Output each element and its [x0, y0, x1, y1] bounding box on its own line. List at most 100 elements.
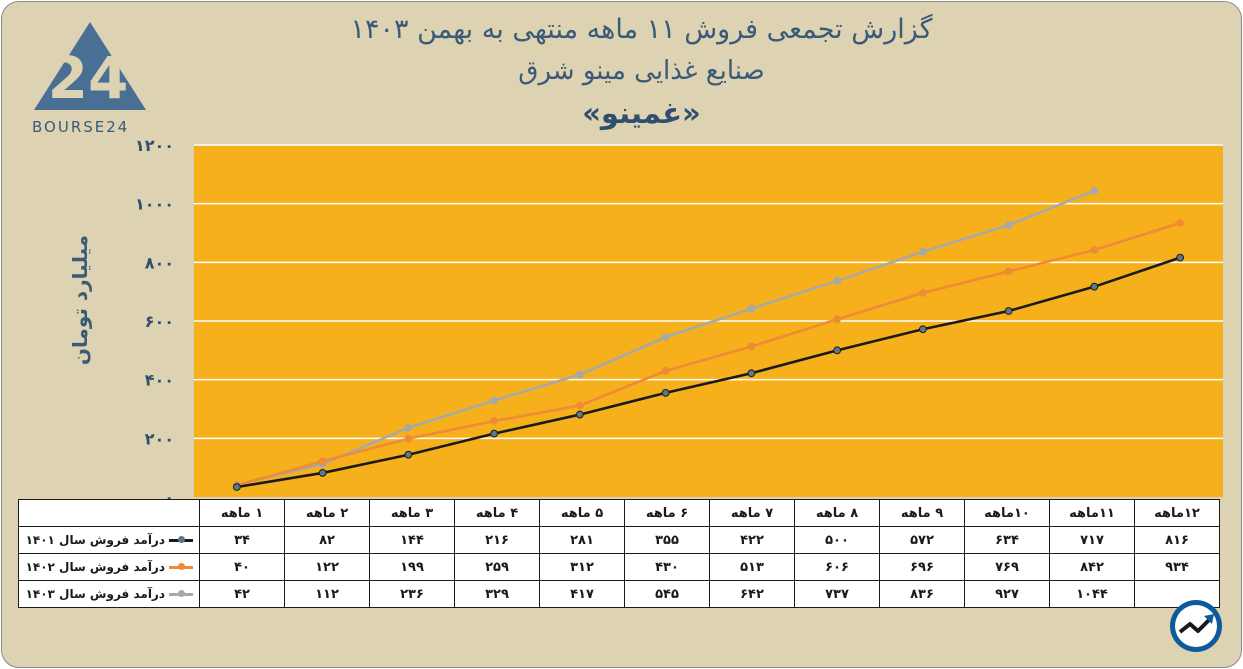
data-label: ۸۴۲ [1049, 553, 1135, 581]
data-point [318, 457, 327, 466]
data-label: ۶۳۴ [964, 526, 1050, 554]
data-point [833, 346, 842, 355]
data-label: ۸۳۶ [879, 580, 965, 608]
data-point [318, 469, 327, 477]
data-table: ۱ ماهه ۲ ماهه ۳ ماهه ۴ ماهه ۵ ماهه ۶ ماهه ۷ ما… [18, 499, 1220, 608]
data-point [661, 388, 670, 397]
data-label: ۵۱۳ [709, 553, 795, 581]
legend-label: درآمد فروش سال ۱۴۰۳ [25, 587, 165, 601]
data-point [918, 288, 927, 297]
y-tick-label: ۱۲۰۰ [135, 136, 174, 155]
category-label: ۱۱ماهه [1049, 499, 1135, 527]
data-label: ۵۷۲ [879, 526, 965, 554]
data-point [747, 369, 756, 378]
data-point [747, 304, 756, 313]
logo-text: BOURSE24 [32, 118, 130, 136]
data-point [490, 396, 499, 405]
data-label: ۵۴۵ [624, 580, 710, 608]
bourse24-logo: 24 [34, 22, 146, 112]
series-line [236, 256, 1181, 489]
data-label: ۶۰۶ [794, 553, 880, 581]
data-label: ۱۰۴۴ [1049, 580, 1135, 608]
data-label: ۹۳۴ [1134, 553, 1220, 581]
data-point [918, 325, 927, 334]
data-point [1090, 246, 1099, 254]
data-label: ۸۱۶ [1134, 526, 1220, 554]
data-label: ۳۴ [199, 526, 285, 554]
category-label: ۱ ماهه [199, 499, 285, 527]
data-label: ۱۱۲ [284, 580, 370, 608]
data-point [575, 370, 584, 379]
data-point [575, 401, 584, 410]
legend-label: درآمد فروش سال ۱۴۰۱ [25, 533, 165, 547]
series-row-1401: درآمد فروش سال ۱۴۰۱ ۳۴ ۸۲ ۱۴۴ ۲۱۶ ۲۸۱ ۳۵۵ ۴۲۲ ۵… [18, 526, 1220, 554]
data-label: ۱۲۲ [284, 553, 370, 581]
category-label: ۱۰ماهه [964, 499, 1050, 527]
data-label: ۲۱۶ [454, 526, 540, 554]
data-label: ۵۰۰ [794, 526, 880, 554]
chart-subtitle: صنایع غذایی مینو شرق [518, 56, 765, 86]
category-label: ۹ ماهه [879, 499, 965, 527]
category-label: ۸ ماهه [794, 499, 880, 527]
data-point [404, 423, 413, 432]
category-label: ۳ ماهه [369, 499, 455, 527]
data-point [833, 276, 842, 285]
data-point [661, 333, 670, 342]
category-label: ۱۲ماهه [1134, 499, 1220, 527]
series-row-1402: درآمد فروش سال ۱۴۰۲ ۴۰ ۱۲۲ ۱۹۹ ۲۵۹ ۳۱۲ ۴۳۰ ۵۱۳… [18, 553, 1220, 581]
data-label: ۹۲۷ [964, 580, 1050, 608]
y-tick-label: ۰ [164, 488, 174, 507]
data-label: ۷۳۷ [794, 580, 880, 608]
series-line [236, 221, 1181, 487]
data-point [747, 342, 756, 351]
data-label: ۴۲ [199, 580, 285, 608]
data-label: ۲۵۹ [454, 553, 540, 581]
logo-mark: 24 [48, 44, 129, 112]
category-label: ۶ ماهه [624, 499, 710, 527]
corner-cell [18, 499, 200, 527]
data-label: ۴۱۷ [539, 580, 625, 608]
data-label: ۷۱۷ [1049, 526, 1135, 554]
data-label: ۳۵۵ [624, 526, 710, 554]
y-tick-label: ۲۰۰ [145, 429, 174, 448]
y-tick-label: ۸۰۰ [145, 253, 174, 272]
data-label: ۲۸۱ [539, 526, 625, 554]
category-row: ۱ ماهه ۲ ماهه ۳ ماهه ۴ ماهه ۵ ماهه ۶ ماهه ۷ ما… [18, 499, 1220, 527]
data-label: ۴۳۰ [624, 553, 710, 581]
series-row-1403: درآمد فروش سال ۱۴۰۳ ۴۲ ۱۱۲ ۲۳۶ ۳۲۹ ۴۱۷ ۵۴۵ ۶۴۲… [18, 580, 1220, 608]
category-label: ۴ ماهه [454, 499, 540, 527]
data-label: ۴۲۲ [709, 526, 795, 554]
data-label: ۳۱۲ [539, 553, 625, 581]
data-label: ۷۶۹ [964, 553, 1050, 581]
data-point [1004, 307, 1013, 315]
category-label: ۲ ماهه [284, 499, 370, 527]
category-label: ۵ ماهه [539, 499, 625, 527]
data-label: ۸۲ [284, 526, 370, 554]
data-label: ۲۳۶ [369, 580, 455, 608]
data-point [1176, 253, 1185, 262]
series-label-1402: درآمد فروش سال ۱۴۰۲ [18, 553, 200, 581]
data-point [833, 315, 842, 324]
data-point [490, 429, 499, 438]
data-point [1004, 267, 1013, 276]
data-point [1090, 186, 1099, 195]
data-point [1090, 282, 1099, 291]
data-point [575, 410, 584, 419]
category-label: ۷ ماهه [709, 499, 795, 527]
data-label: ۶۴۲ [709, 580, 795, 608]
y-tick-label: ۴۰۰ [145, 371, 174, 390]
series-label-1403: درآمد فروش سال ۱۴۰۳ [18, 580, 200, 608]
data-label: ۶۹۶ [879, 553, 965, 581]
data-point [490, 417, 499, 425]
trend-icon [1170, 600, 1222, 652]
data-label: ۴۰ [199, 553, 285, 581]
data-point [232, 483, 241, 491]
data-label: ۱۹۹ [369, 553, 455, 581]
chart-title: گزارش تجمعی فروش ۱۱ ماهه منتهی به بهمن ۱… [350, 14, 933, 45]
data-label: ۳۲۹ [454, 580, 540, 608]
data-point [404, 434, 413, 443]
data-point [918, 247, 927, 256]
y-tick-label: ۱۰۰۰ [135, 195, 174, 214]
y-tick-label: ۶۰۰ [145, 312, 174, 331]
